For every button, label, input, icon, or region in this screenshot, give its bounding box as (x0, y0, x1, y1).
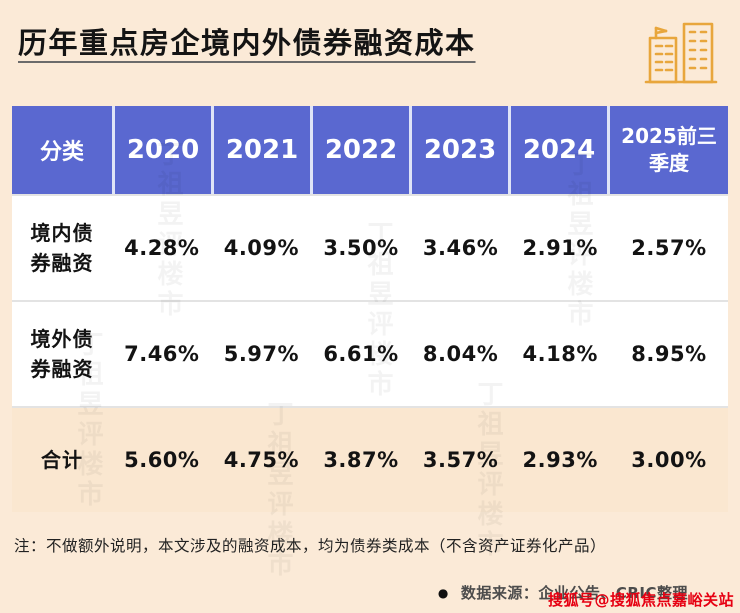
table-cell: 2.91% (522, 236, 598, 260)
row-label: 境外债券融资 (30, 327, 94, 381)
table-cell: 7.46% (124, 342, 200, 366)
column-header: 2025前三季度 (610, 106, 728, 194)
column-header: 2020 (115, 106, 211, 194)
table-cell: 3.00% (631, 448, 707, 472)
table-cell: 3.46% (422, 236, 499, 260)
buildings-icon (644, 22, 718, 84)
table-row: 境内债券融资 4.28% 4.09% 3.50% 3.46% 2.91% 2.5… (12, 194, 728, 300)
table-cell: 2.93% (522, 448, 598, 472)
financing-cost-table: 分类 2020 2021 2022 2023 2024 2025前三季度 境内债… (12, 106, 728, 512)
column-header: 分类 (12, 106, 112, 194)
column-header: 2023 (412, 106, 508, 194)
table-cell: 3.57% (422, 448, 499, 472)
table-row: 境外债券融资 7.46% 5.97% 6.61% 8.04% 4.18% 8.9… (12, 300, 728, 406)
data-source-line: ● 数据来源：企业公告、CRIC整理 (12, 582, 728, 603)
table-cell: 3.50% (323, 236, 399, 260)
table-row-total: 合计 5.60% 4.75% 3.87% 3.57% 2.93% 3.00% (12, 406, 728, 512)
footnote: 注：不做额外说明，本文涉及的融资成本，均为债券类成本（不含资产证券化产品） (14, 537, 607, 555)
table-header-row: 分类 2020 2021 2022 2023 2024 2025前三季度 (12, 106, 728, 194)
table-cell: 5.97% (223, 342, 300, 366)
title-row: 历年重点房企境内外债券融资成本 (12, 10, 728, 94)
table-cell: 8.95% (631, 342, 707, 366)
credit-watermark: 搜狐号@搜狐焦点嘉峪关站 (547, 591, 734, 609)
page-title: 历年重点房企境内外债券融资成本 (18, 26, 476, 60)
row-label: 境内债券融资 (30, 221, 94, 275)
data-source-text: 数据来源：企业公告、CRIC整理 (460, 584, 688, 602)
table-cell: 4.09% (223, 236, 300, 260)
table-cell: 4.75% (223, 448, 300, 472)
column-header: 2024 (511, 106, 607, 194)
table-cell: 5.60% (124, 448, 200, 472)
row-label: 合计 (41, 448, 83, 472)
table-cell: 4.28% (124, 236, 200, 260)
table-cell: 6.61% (323, 342, 399, 366)
column-header: 2022 (313, 106, 409, 194)
table-cell: 4.18% (522, 342, 598, 366)
column-header: 2021 (214, 106, 310, 194)
table-cell: 3.87% (323, 448, 399, 472)
table-cell: 8.04% (422, 342, 499, 366)
bullet-icon: ● (437, 585, 449, 600)
table-cell: 2.57% (631, 236, 707, 260)
